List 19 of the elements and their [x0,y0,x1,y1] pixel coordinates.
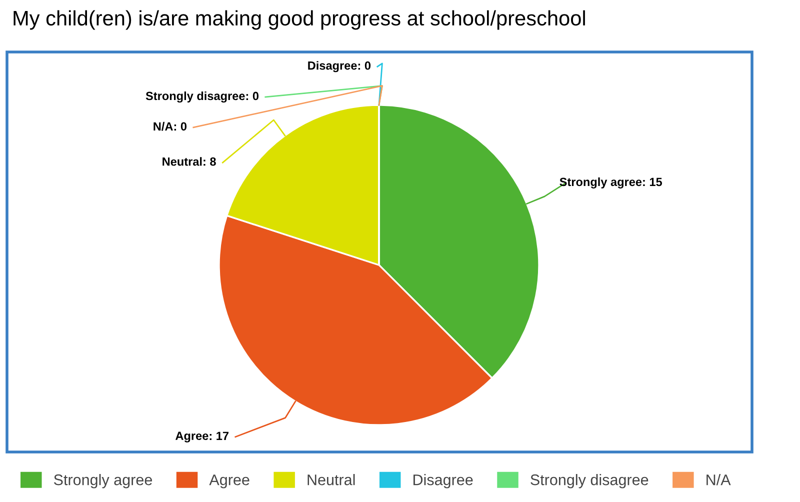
category-label: Disagree [308,61,357,72]
slice-label: Neutral [162,157,202,166]
legend-label: Strongly disagree [530,474,648,488]
data-label: : 17 [210,432,228,440]
legend-label: N/A [706,474,731,486]
category-label: N/A [154,122,173,131]
text: : 0 [246,92,259,100]
chart-title: My child(ren) is/are making good progress at school/preschool [14,10,585,30]
data-label: : 8 [204,157,216,166]
text: : 0 [358,61,371,70]
legend-label: Agree [209,474,250,488]
category-label: Strongly disagree [146,91,245,103]
slice-label: Strongly agree [560,177,642,188]
data-label: : 15 [643,178,662,186]
slice-label: Agree [176,432,208,442]
legend-label: Neutral [308,474,355,486]
legend-label: Strongly agree [54,474,152,488]
text: : 0 [174,122,187,131]
legend-label: Disagree [413,474,473,488]
